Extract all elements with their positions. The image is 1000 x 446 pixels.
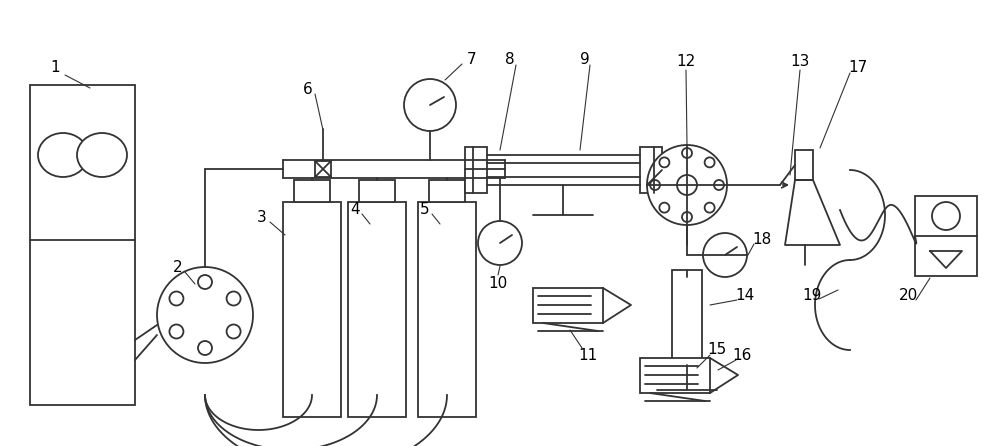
Text: 2: 2 — [173, 260, 183, 276]
Circle shape — [650, 180, 660, 190]
Circle shape — [932, 202, 960, 230]
Text: 19: 19 — [802, 288, 822, 302]
Bar — [672, 270, 702, 365]
Text: 11: 11 — [578, 347, 598, 363]
Bar — [30, 85, 135, 405]
Circle shape — [714, 180, 724, 190]
Text: 16: 16 — [732, 347, 752, 363]
Bar — [315, 161, 331, 177]
Text: 1: 1 — [50, 61, 60, 75]
Circle shape — [705, 202, 715, 213]
Circle shape — [198, 341, 212, 355]
Circle shape — [647, 145, 727, 225]
Circle shape — [705, 157, 715, 167]
Circle shape — [703, 233, 747, 277]
Text: 12: 12 — [676, 54, 696, 70]
Bar — [795, 150, 813, 180]
Circle shape — [659, 157, 669, 167]
Circle shape — [169, 292, 183, 306]
Bar — [429, 180, 465, 202]
Circle shape — [227, 325, 241, 339]
Text: 8: 8 — [505, 53, 515, 67]
Bar — [294, 180, 330, 202]
Text: 20: 20 — [898, 288, 918, 302]
Circle shape — [677, 175, 697, 195]
Bar — [348, 202, 406, 417]
Text: 13: 13 — [790, 54, 810, 70]
Circle shape — [404, 79, 456, 131]
Bar — [283, 202, 341, 417]
Text: 5: 5 — [420, 202, 430, 218]
Bar — [915, 196, 977, 276]
Bar — [640, 358, 710, 393]
Circle shape — [659, 202, 669, 213]
Bar — [359, 180, 395, 202]
Circle shape — [682, 148, 692, 158]
Bar — [533, 288, 603, 323]
Circle shape — [198, 275, 212, 289]
Text: 17: 17 — [848, 61, 868, 75]
Text: 18: 18 — [752, 232, 772, 248]
Ellipse shape — [38, 133, 88, 177]
Circle shape — [169, 325, 183, 339]
Text: 7: 7 — [467, 53, 477, 67]
Bar — [640, 147, 662, 193]
Text: 15: 15 — [707, 343, 727, 358]
Circle shape — [682, 212, 692, 222]
Text: 4: 4 — [350, 202, 360, 218]
Text: 6: 6 — [303, 83, 313, 98]
Text: 3: 3 — [257, 211, 267, 226]
Text: 10: 10 — [488, 277, 508, 292]
Ellipse shape — [77, 133, 127, 177]
Text: 14: 14 — [735, 288, 755, 302]
Circle shape — [227, 292, 241, 306]
Bar — [465, 147, 487, 193]
Circle shape — [157, 267, 253, 363]
Circle shape — [478, 221, 522, 265]
Bar — [418, 202, 476, 417]
Text: 9: 9 — [580, 53, 590, 67]
